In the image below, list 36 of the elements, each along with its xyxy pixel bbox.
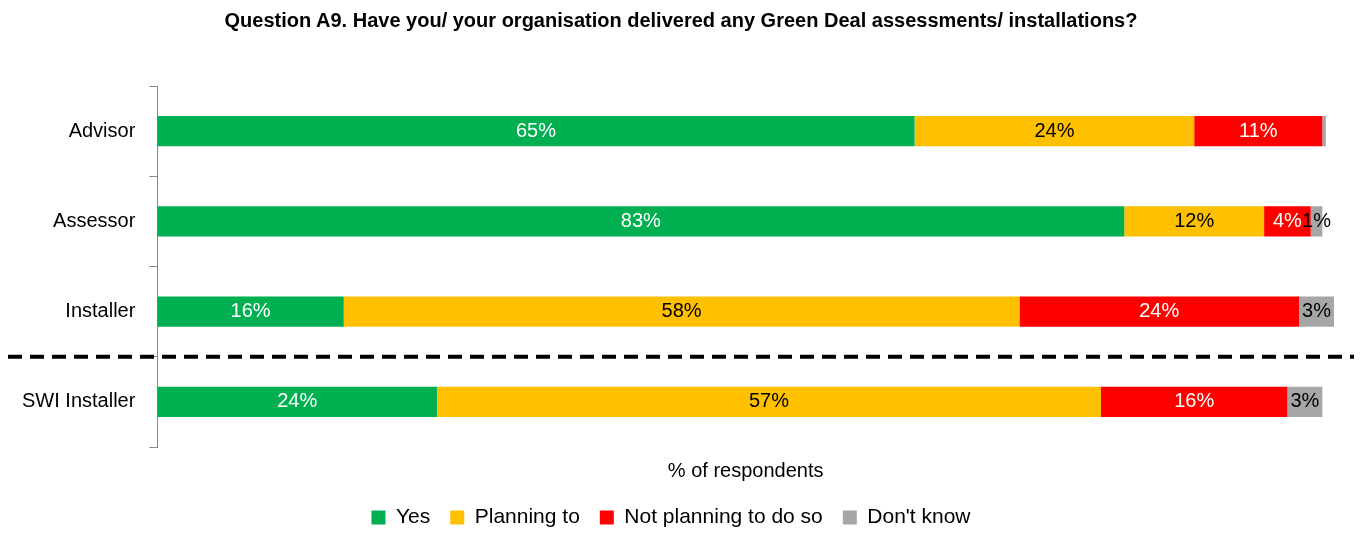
bar: [343, 296, 1020, 327]
x-axis-title: % of respondents: [667, 458, 824, 481]
data-label: 57%: [748, 389, 790, 412]
legend-label: Planning to: [474, 504, 580, 528]
bar: [157, 206, 1125, 237]
data-label: 16%: [1174, 389, 1215, 412]
bar: [1101, 386, 1288, 418]
bar: [1124, 206, 1265, 237]
data-label: 12%: [1174, 208, 1215, 231]
bar: [1194, 115, 1323, 147]
bar: [157, 386, 437, 418]
y-tick-label: SWI Installer: [22, 389, 136, 412]
y-tick-label: Advisor: [68, 118, 136, 141]
y-tick-label: Installer: [65, 299, 136, 322]
legend-label: Don't know: [867, 504, 972, 528]
y-tick-label: Assessor: [53, 208, 136, 231]
data-label: 24%: [1139, 299, 1180, 322]
data-label: 3%: [1302, 299, 1332, 322]
data-label: 3%: [1290, 389, 1320, 412]
bar: [157, 115, 915, 147]
bar: [1322, 115, 1326, 147]
data-label: 58%: [661, 299, 702, 322]
bar: [914, 115, 1195, 147]
data-label: 24%: [1034, 118, 1075, 141]
bar: [436, 386, 1101, 418]
data-label: 65%: [515, 118, 557, 141]
data-label: 11%: [1239, 118, 1278, 141]
legend-label: Not planning to do so: [624, 504, 823, 528]
legend-label: Yes: [395, 504, 431, 528]
bar: [1019, 296, 1300, 327]
data-label: 83%: [620, 208, 662, 231]
chart-title: Question A9. Have you/ your organisation delivered any Green Deal assessments/ installations?: [223, 8, 1139, 33]
data-label: 16%: [230, 299, 271, 322]
data-label: 24%: [277, 389, 318, 412]
data-label: 4%: [1272, 208, 1303, 231]
bar: [157, 296, 344, 327]
